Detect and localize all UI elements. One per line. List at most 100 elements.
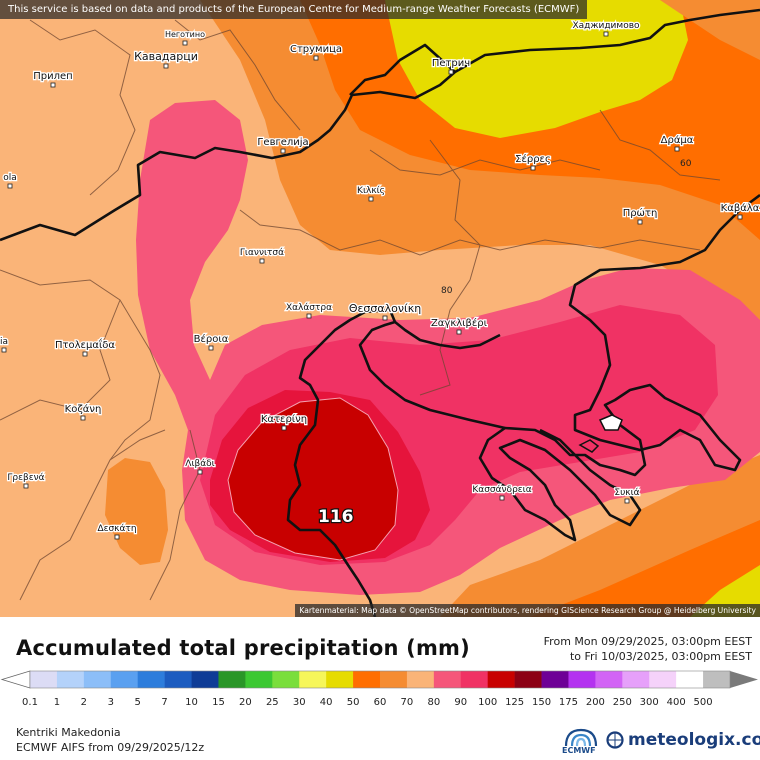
legend-swatch [460,671,488,688]
place-label: Ζαγκλιβέρι [431,317,488,329]
place-marker [624,498,630,504]
precipitation-map[interactable]: 80 60 116 Неготино Кавадарци Прилеп Струмиц… [0,0,760,618]
legend-swatch [703,671,731,688]
ecmwf-logo-icon [564,728,598,747]
legend-swatch [272,671,300,688]
legend-swatch [245,671,273,688]
map-data-attribution[interactable]: Kartenmaterial: Map data © OpenStreetMap… [295,604,760,617]
place-label: Βέροια [194,333,229,345]
legend-swatch [433,671,462,688]
legend-tick-label: 5 [135,697,141,708]
place-marker [80,415,86,421]
place-marker [163,63,169,69]
legend-swatch [541,671,569,688]
legend-swatch [622,671,650,688]
legend-swatch [137,671,165,688]
legend-tick-label: 2 [81,697,87,708]
legend-tick-label: 150 [532,697,551,708]
place-label: Γιαννιτσά [240,248,284,258]
precip-band-40 [385,0,688,138]
legend-swatch [380,671,408,688]
ecmwf-logo[interactable] [560,726,602,756]
place-label: Κασσάνδρεια [472,485,531,495]
place-label: Σέρρες [515,153,551,165]
legend-swatch [110,671,138,688]
legend-tick-label: 300 [640,697,659,708]
region-name: Kentriki Makedonia [16,726,121,739]
legend-tick-label: 125 [505,697,524,708]
place-label: Χαλάστρα [286,303,332,313]
place-marker [208,345,214,351]
place-marker [737,214,743,220]
place-label: Κοζάνη [65,403,102,415]
place-marker [382,315,388,321]
ecmwf-attribution: This service is based on data and produc… [0,0,588,19]
legend-swatch [676,671,704,688]
legend-tick-label: 0.1 [22,697,38,708]
place-marker [448,69,454,75]
period-from: From Mon 09/29/2025, 03:00pm EEST [543,635,752,648]
legend-tick-label: 60 [374,697,387,708]
legend-swatch [406,671,435,688]
legend-tick-label: 250 [613,697,632,708]
legend-tick-label: 40 [320,697,333,708]
legend-swatch [191,671,219,688]
legend-min-arrow [0,670,31,689]
place-marker [674,146,680,152]
legend-tick-label: 25 [266,697,279,708]
meteologix-globe-icon [606,731,624,749]
place-marker [280,148,286,154]
precip-band-50-se [530,520,760,617]
place-marker [499,495,505,501]
borders-and-coastline [0,8,760,618]
place-marker [82,351,88,357]
place-label: Δράμα [661,134,694,146]
place-label: Πρώτη [623,207,658,219]
place-label: Прилеп [33,71,72,82]
map-canvas: 80 60 116 Неготино Кавадарци Прилеп Струмиц… [0,0,760,618]
legend-swatch [30,671,58,688]
place-marker [368,196,374,202]
place-label: Γρεβενά [7,473,44,483]
footer-info: Kentriki Makedonia ECMWF AIFS from 09/29… [16,725,204,755]
regional-borders [0,19,721,601]
legend-swatch [83,671,112,688]
place-label: Πτολεμαΐδα [55,337,115,351]
place-label: Λιβάδι [185,459,214,469]
legend-tick-label: 70 [401,697,414,708]
place-label: ola [3,173,17,183]
legend-tick-label: 90 [454,697,467,708]
place-marker [530,165,536,171]
legend-bar: 0.1 1 2 3 5 7 10 15 20 25 30 40 50 60 70 80 90 100 125 150 1… [0,670,758,708]
legend-tick-label: 175 [559,697,578,708]
isoline-label-80: 80 [441,286,453,296]
legend-tick-label: 1 [54,697,60,708]
place-marker [114,534,120,540]
legend-tick-label: 7 [161,697,167,708]
legend-swatch [649,671,677,688]
place-marker [1,347,7,353]
legend-tick-label: 200 [586,697,605,708]
place-label: Струмица [290,44,342,55]
place-marker [313,55,319,61]
legend-tick-label: 30 [293,697,306,708]
place-label: Неготино [165,30,205,39]
legend-swatch [514,671,542,688]
legend-swatch [595,671,623,688]
place-label: ia [0,337,8,347]
place-label: Гевгелија [257,136,308,148]
place-label: Петрич [432,58,470,69]
color-legend: 0.1 1 2 3 5 7 10 15 20 25 30 40 50 60 70 80 90 100 125 150 1… [0,668,760,712]
legend-swatch [299,671,327,688]
legend-tick-label: 50 [347,697,360,708]
meteologix-logo[interactable]: meteologix.com [606,729,760,751]
isoline-label-60: 60 [680,159,692,169]
legend-swatch [218,671,246,688]
place-marker [637,219,643,225]
place-label: Кавадарци [134,50,198,63]
meteologix-logo-text: meteologix.com [628,730,760,750]
legend-tick-label: 80 [427,697,440,708]
legend-swatch [568,671,596,688]
place-label: Κατερίνη [261,413,307,425]
place-marker [23,483,29,489]
